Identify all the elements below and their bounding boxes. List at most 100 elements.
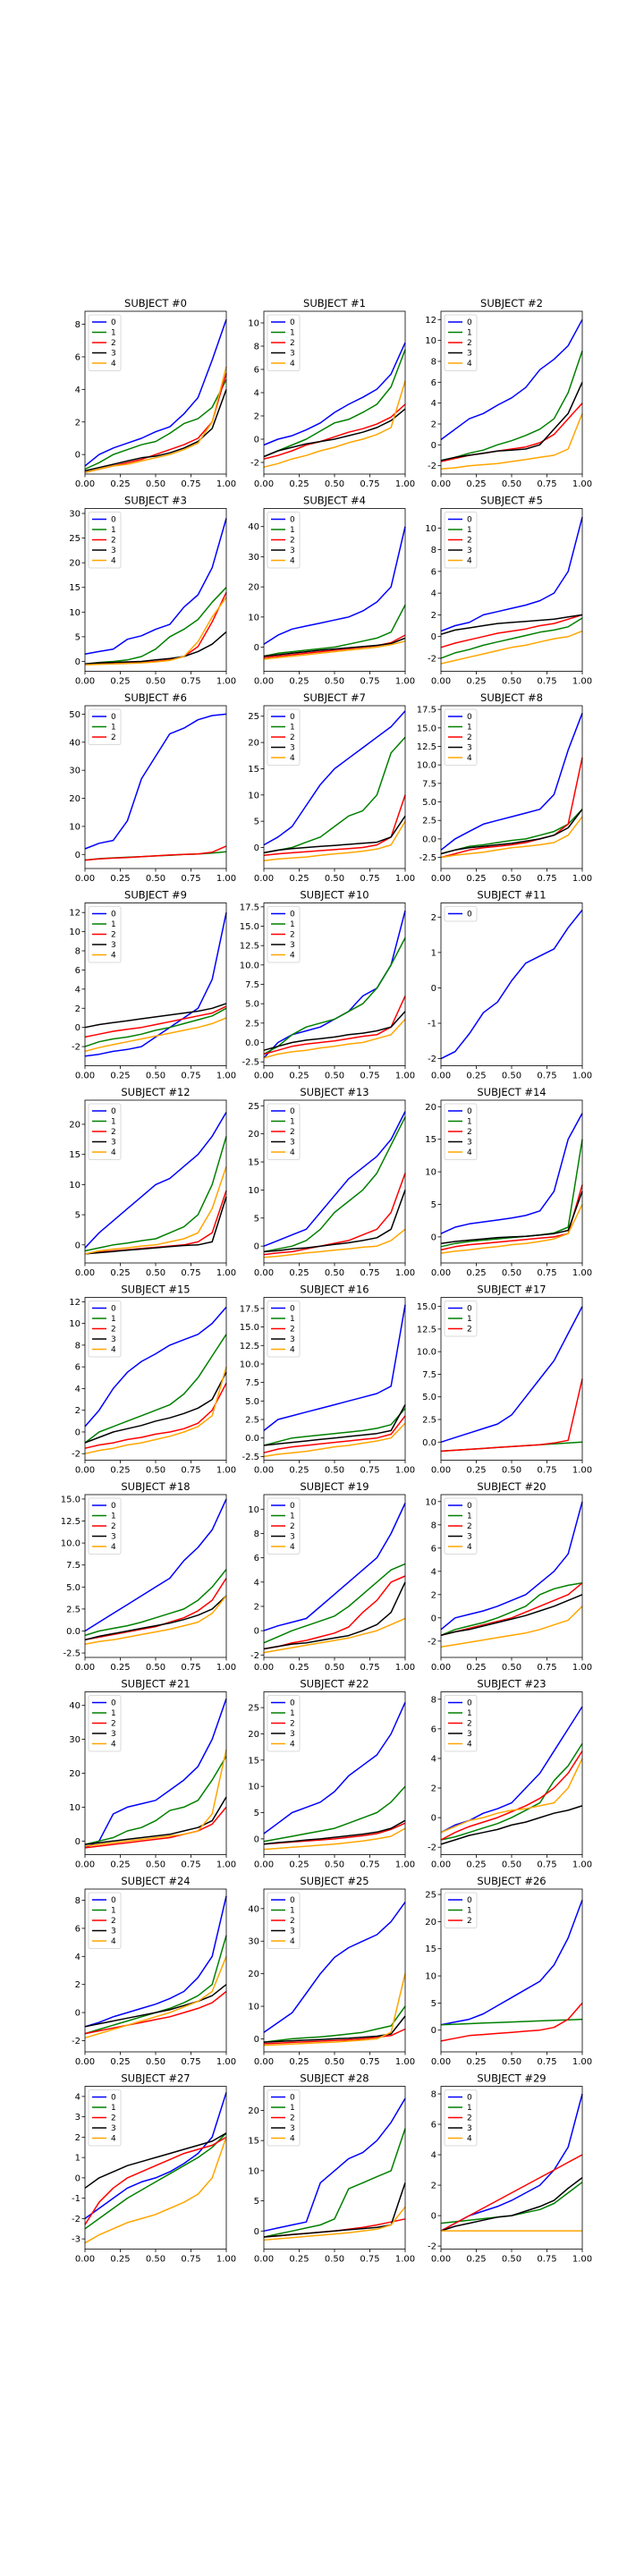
- x-tick-label: 0.00: [431, 1860, 451, 1870]
- x-tick-label: 0.50: [325, 479, 344, 489]
- y-tick-label: 2.5: [245, 1416, 259, 1426]
- series-line-1: [440, 1742, 583, 1841]
- legend-label: 0: [111, 911, 116, 919]
- series-line-2: [263, 403, 406, 460]
- subject-panel: SUBJECT #250.00 0.25 0.50 0.75 1.00010203040…: [248, 1875, 415, 2067]
- subject-panel: SUBJECT #150.00 0.25 0.50 0.75 1.00-20246810…: [69, 1284, 236, 1476]
- panel-title: SUBJECT #1: [303, 297, 366, 309]
- legend-label: 1: [467, 724, 472, 733]
- legend-label: 0: [111, 713, 116, 722]
- legend-label: 2: [467, 1720, 472, 1729]
- legend-label: 0: [111, 516, 116, 525]
- legend-label: 2: [111, 1720, 116, 1729]
- y-tick-label: 5.0: [422, 1393, 436, 1402]
- y-tick-label: 8: [75, 320, 80, 330]
- x-tick-label: 0.50: [146, 2255, 165, 2265]
- y-tick-label: 2: [431, 611, 436, 621]
- series-line-4: [440, 1204, 583, 1254]
- y-tick-label: 2.5: [422, 817, 436, 826]
- subject-panel: SUBJECT #60.00 0.25 0.50 0.75 1.000102030405…: [69, 691, 236, 884]
- y-tick-label: 0: [254, 1627, 259, 1637]
- series-line-0: [84, 1895, 227, 2028]
- x-tick-label: 0.75: [181, 677, 200, 687]
- y-tick-label: 0: [254, 2227, 259, 2237]
- x-tick-label: 0.50: [502, 1860, 521, 1870]
- x-tick-label: 0.75: [537, 479, 556, 489]
- series-line-0: [263, 1503, 406, 1631]
- y-tick-label: 4: [431, 2151, 436, 2161]
- panel-title: SUBJECT #23: [477, 1678, 546, 1690]
- legend-label: 2: [290, 931, 295, 940]
- legend-label: 2: [111, 339, 116, 348]
- y-tick-label: 30: [248, 1937, 259, 1947]
- legend-label: 1: [290, 1709, 295, 1718]
- y-tick-label: 0: [431, 1614, 436, 1623]
- y-tick-label: 0: [431, 984, 436, 994]
- y-tick-label: 40: [69, 738, 80, 748]
- legend-label: 4: [290, 1937, 295, 1946]
- subject-panel: SUBJECT #220.00 0.25 0.50 0.75 1.00051015202…: [248, 1678, 415, 1870]
- legend-label: 3: [290, 1928, 295, 1936]
- series-line-4: [84, 1595, 227, 1645]
- series-line-0: [440, 713, 583, 851]
- legend-label: 2: [290, 1522, 295, 1531]
- y-tick-label: 7.5: [422, 1370, 436, 1380]
- subject-panel: SUBJECT #18 0.00 0.25 0.50 0.75 1.00 -2.5 0.0 2.…: [61, 1480, 236, 1673]
- legend-label: 1: [111, 724, 116, 733]
- series-line-4: [263, 1973, 406, 2046]
- panel-title: SUBJECT #12: [121, 1086, 190, 1098]
- legend-label: 1: [467, 1907, 472, 1916]
- panel-title: SUBJECT #15: [121, 1284, 190, 1296]
- legend-label: 4: [290, 754, 295, 763]
- x-tick-label: 0.75: [360, 1072, 379, 1081]
- y-tick-label: 2: [75, 1980, 80, 1990]
- legend-label: 0: [111, 1107, 116, 1116]
- x-tick-label: 0.75: [537, 874, 556, 884]
- x-tick-label: 0.00: [75, 677, 95, 687]
- series-line-2: [84, 1578, 227, 1641]
- series-line-4: [263, 1228, 406, 1258]
- y-tick-label: -2.5: [419, 853, 436, 863]
- legend-label: 0: [467, 1896, 472, 1905]
- x-tick-label: 0.25: [289, 479, 309, 489]
- panel-title: SUBJECT #20: [477, 1480, 546, 1493]
- legend-label: 1: [290, 1907, 295, 1916]
- x-tick-label: 0.50: [325, 1072, 344, 1081]
- series-line-4: [84, 1956, 227, 2039]
- x-tick-label: 1.00: [395, 677, 415, 687]
- subject-panel: SUBJECT #14 0.00 0.25 0.50 0.75 1.00 0 5 10 15 20 0…: [425, 1086, 592, 1278]
- x-tick-label: 1.00: [572, 2255, 592, 2265]
- y-tick-label: 15: [248, 2137, 259, 2147]
- legend-label: 2: [111, 2114, 116, 2123]
- panel-title: SUBJECT #11: [477, 889, 546, 902]
- series-line-3: [263, 1011, 406, 1051]
- panel-title: SUBJECT #21: [121, 1678, 190, 1690]
- series-line-1: [263, 1563, 406, 1644]
- y-tick-label: -2: [428, 654, 436, 664]
- series-line-2: [84, 2136, 227, 2225]
- legend-label: 3: [111, 350, 116, 359]
- x-tick-label: 0.75: [181, 1860, 200, 1870]
- legend-label: 3: [111, 547, 116, 555]
- y-tick-label: 10: [248, 1186, 259, 1196]
- series-line-3: [84, 1196, 227, 1255]
- y-tick-label: 0: [75, 1241, 80, 1250]
- x-tick-label: 1.00: [395, 1466, 415, 1476]
- x-tick-label: 1.00: [216, 1466, 236, 1476]
- series-line-0: [84, 713, 227, 850]
- x-tick-label: 0.50: [146, 677, 165, 687]
- y-tick-label: 4: [431, 399, 436, 409]
- y-tick-label: 5: [75, 1211, 80, 1221]
- x-tick-label: 0.50: [502, 677, 521, 687]
- y-tick-label: 4: [431, 1567, 436, 1577]
- y-tick-label: 8: [431, 1695, 436, 1705]
- series-line-1: [84, 1935, 227, 2035]
- series-line-0: [263, 526, 406, 645]
- legend-label: 1: [290, 526, 295, 535]
- legend-label: 4: [290, 557, 295, 566]
- x-tick-label: 0.00: [254, 1860, 274, 1870]
- y-tick-label: 8: [75, 1341, 80, 1351]
- series-line-4: [84, 1749, 227, 1847]
- y-tick-label: 6: [431, 2121, 436, 2131]
- x-tick-label: 0.00: [431, 874, 451, 884]
